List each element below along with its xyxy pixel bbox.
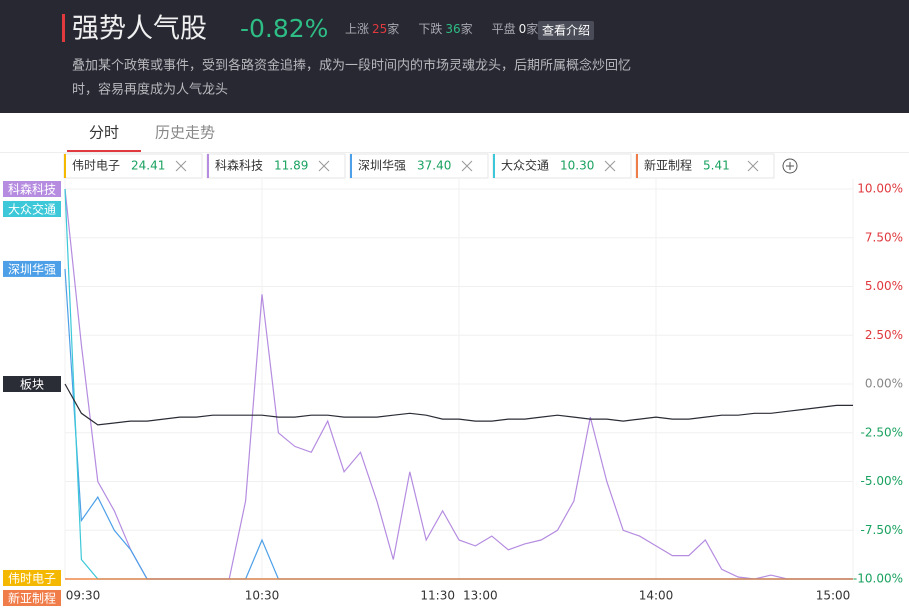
stock-name: 深圳华强: [358, 159, 406, 173]
y-tick-label: 2.50%: [865, 328, 903, 342]
stock-chip-marker: [493, 154, 495, 178]
y-tick-label: -2.50%: [861, 425, 903, 439]
series-tag: [3, 181, 61, 197]
add-icon[interactable]: [782, 158, 798, 174]
x-tick-label: 14:00: [639, 589, 674, 603]
stock-chip[interactable]: [206, 153, 346, 179]
series-tag: [3, 376, 61, 392]
stock-price: 37.40: [417, 159, 451, 173]
x-tick-label: 09:30: [66, 589, 101, 603]
stat-unit: 家: [526, 21, 538, 36]
y-tick-label: 10.00%: [857, 182, 903, 196]
series-tag: [3, 201, 61, 217]
x-tick-label: 11:30: [420, 589, 455, 603]
stat-unit: 家: [461, 21, 473, 36]
stat-label: 上涨: [345, 21, 369, 36]
tab[interactable]: 历史走势: [155, 124, 215, 142]
x-tick-label: 13:00: [463, 589, 498, 603]
series-tag-label: 板块: [20, 378, 44, 392]
remove-icon[interactable]: [747, 160, 759, 172]
stat-count: 0: [519, 22, 527, 36]
stock-chip-marker: [64, 154, 66, 178]
header-bg: [0, 0, 909, 113]
series-tag-label: 科森科技: [8, 182, 56, 197]
series-tag: [3, 590, 61, 606]
description: 叠加某个政策或事件，受到各路资金追捧，成为一段时间内的市场灵魂龙头，后期所属概念…: [72, 58, 631, 74]
stats: 上涨 25家 下跌 36家 平盘 0家: [345, 21, 538, 36]
stat: 下跌 36家: [418, 21, 472, 36]
stock-name: 新亚制程: [644, 158, 692, 173]
y-tick-label: 0.00%: [865, 377, 903, 391]
stat: 平盘 0家: [492, 21, 539, 36]
stat-label: 下跌: [418, 21, 442, 36]
tab-active[interactable]: 分时: [89, 124, 119, 142]
y-tick-label: 5.00%: [865, 279, 903, 293]
stock-price: 11.89: [274, 159, 308, 173]
stock-price: 5.41: [703, 159, 730, 173]
y-tick-label: -10.00%: [853, 572, 903, 586]
remove-icon[interactable]: [461, 160, 473, 172]
stock-chip-marker: [636, 154, 638, 178]
stock-chip-marker: [207, 154, 209, 178]
title-marker: [62, 14, 65, 42]
remove-icon[interactable]: [175, 160, 187, 172]
description: 时，容易再度成为人气龙头: [72, 82, 228, 98]
stock-name: 大众交通: [501, 158, 549, 173]
intro-button[interactable]: [538, 21, 594, 40]
stock-chip[interactable]: [492, 153, 632, 179]
add-stock[interactable]: [782, 158, 798, 174]
change: -0.82%: [240, 14, 328, 43]
series-tag: [3, 260, 61, 277]
stock-name: 伟时电子: [72, 159, 120, 173]
series-tag-label: 大众交通: [8, 202, 56, 217]
series-tag: [3, 570, 61, 586]
series-tag-label: 伟时电子: [8, 572, 56, 586]
stat-label: 平盘: [492, 21, 516, 36]
stock-price: 10.30: [560, 159, 594, 173]
x-tick-label: 15:00: [816, 589, 851, 603]
stock-chip[interactable]: [635, 153, 775, 179]
stat-count: 25: [372, 22, 387, 36]
stat-unit: 家: [387, 21, 399, 36]
stock-chip[interactable]: [63, 153, 203, 179]
stock-name: 科森科技: [215, 158, 263, 173]
stat-count: 36: [445, 22, 460, 36]
stat: 上涨 25家: [345, 21, 399, 36]
stock-price: 24.41: [131, 159, 165, 173]
remove-icon[interactable]: [318, 160, 330, 172]
series-line: [64, 383, 853, 426]
remove-icon[interactable]: [604, 160, 616, 172]
tab-underline: [67, 150, 141, 152]
intro-button-label[interactable]: 查看介绍: [542, 24, 590, 38]
series-tag-label: 深圳华强: [8, 262, 56, 276]
series-tag-label: 新亚制程: [8, 591, 56, 606]
title: 强势人气股: [72, 14, 207, 45]
y-tick-label: -5.00%: [861, 474, 903, 488]
x-tick-label: 10:30: [245, 589, 280, 603]
y-tick-label: -7.50%: [861, 523, 903, 537]
y-tick-label: 7.50%: [865, 230, 903, 244]
stock-chip-marker: [350, 154, 352, 178]
